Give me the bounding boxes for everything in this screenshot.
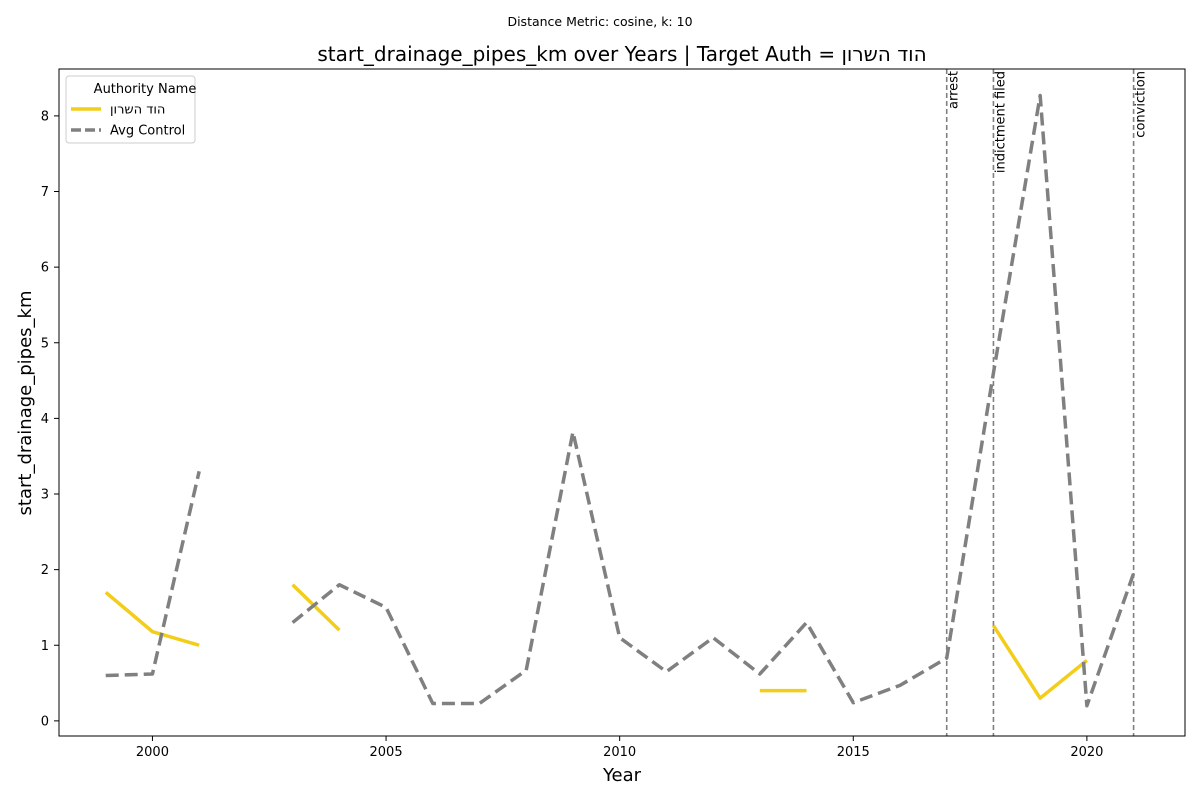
event-markers: arrest indictment filed conviction <box>945 69 1149 736</box>
chart-title: start_drainage_pipes_km over Years | Tar… <box>317 42 926 66</box>
event-label: conviction <box>1134 71 1149 138</box>
chart-suptitle: Distance Metric: cosine, k: 10 <box>507 14 692 29</box>
legend-box <box>65 75 196 144</box>
y-axis-label: start_drainage_pipes_km <box>15 291 36 516</box>
y-tick-label: 5 <box>41 336 49 351</box>
legend-label: הוד השרון <box>110 103 165 118</box>
series-line <box>105 93 1136 708</box>
y-tick-label: 2 <box>41 563 49 578</box>
x-axis-label: Year <box>602 765 642 786</box>
axes-frame <box>58 68 1186 737</box>
series-segment <box>105 470 201 678</box>
legend-title: Authority Name <box>94 82 197 97</box>
legend: Authority Name הוד השרון Avg Control <box>65 75 197 144</box>
plot-area: arrest indictment filed conviction <box>58 68 1186 737</box>
series-layer <box>104 93 1136 708</box>
x-tick-label: 2015 <box>837 745 870 760</box>
event-label: indictment filed <box>993 71 1008 173</box>
y-tick-label: 7 <box>41 185 49 200</box>
y-tick-label: 4 <box>41 412 49 427</box>
x-axis: 2000 2005 2010 2015 2020 <box>136 736 1103 760</box>
legend-entries: הוד השרון Avg Control <box>71 103 185 139</box>
series-segment <box>291 93 1136 708</box>
event-label: arrest <box>947 71 962 109</box>
x-tick-label: 2005 <box>370 745 403 760</box>
y-tick-label: 6 <box>41 261 49 276</box>
series-segment <box>991 624 1088 700</box>
series-line <box>104 583 1088 700</box>
x-tick-label: 2000 <box>136 745 169 760</box>
legend-label: Avg Control <box>110 124 185 139</box>
y-axis: 0 1 2 3 4 5 6 7 8 <box>41 109 59 729</box>
x-tick-label: 2020 <box>1070 745 1103 760</box>
y-tick-label: 3 <box>41 488 49 503</box>
x-tick-label: 2010 <box>603 745 636 760</box>
series-segment <box>291 583 341 632</box>
series-segment <box>104 590 200 647</box>
y-tick-label: 0 <box>41 714 49 729</box>
y-tick-label: 1 <box>41 639 49 654</box>
y-tick-label: 8 <box>41 109 49 124</box>
